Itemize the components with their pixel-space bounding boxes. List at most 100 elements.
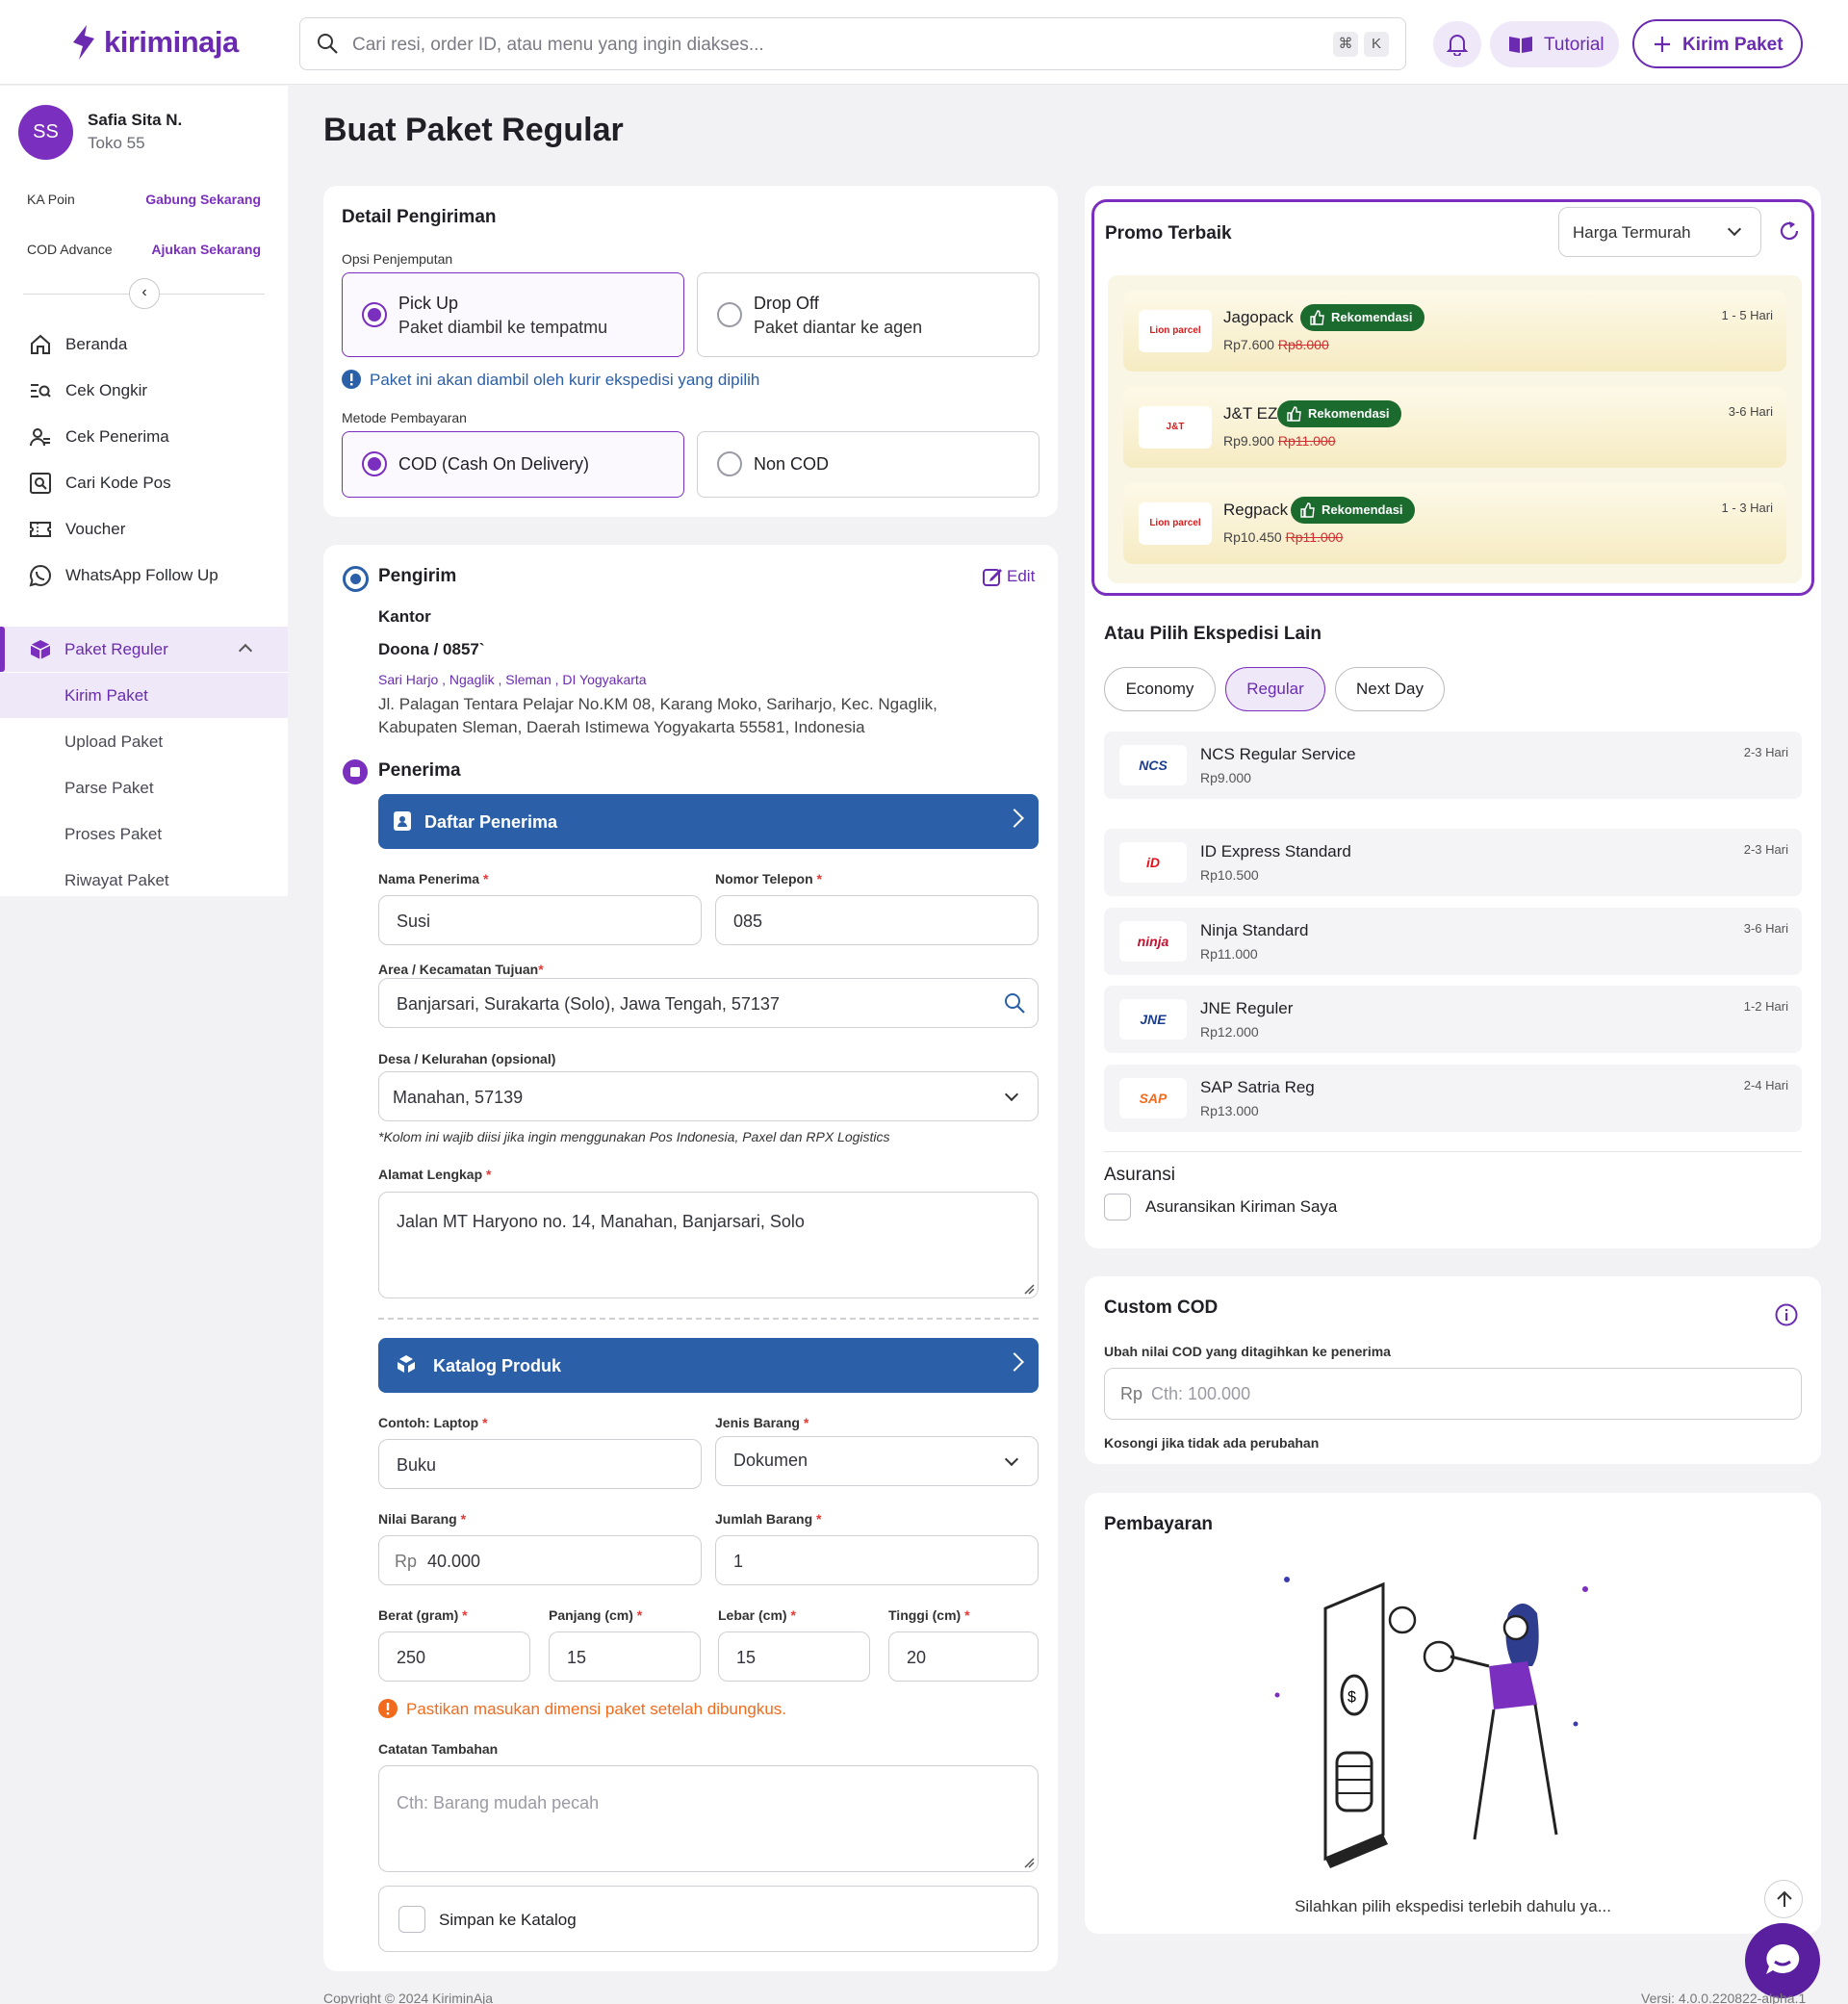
- warning-icon: [378, 1699, 398, 1718]
- ekspedisi-item[interactable]: JNE JNE Reguler Rp12.000 1-2 Hari: [1104, 986, 1802, 1053]
- ajukan-sekarang-link[interactable]: Ajukan Sekarang: [151, 242, 261, 257]
- arrow-up-icon: [1777, 1890, 1792, 1907]
- promo-item[interactable]: J&T J&T EZ Rekomendasi Rp9.900 Rp11.000 …: [1123, 387, 1786, 468]
- jenis-barang-select[interactable]: Dokumen: [715, 1436, 1039, 1486]
- subnav-upload-paket[interactable]: Upload Paket: [64, 732, 164, 751]
- noncod-option[interactable]: Non COD: [697, 431, 1040, 498]
- pembayaran-card: Pembayaran $ Silahkan pilih ekspedisi te…: [1085, 1493, 1821, 1934]
- promo-name: J&T EZ: [1223, 404, 1278, 423]
- scroll-top-button[interactable]: [1764, 1880, 1803, 1918]
- noncod-radio[interactable]: [717, 451, 742, 476]
- jumlah-barang-input[interactable]: 1: [715, 1535, 1039, 1585]
- nav-beranda[interactable]: Beranda: [29, 330, 127, 359]
- search-input[interactable]: Cari resi, order ID, atau menu yang ingi…: [299, 17, 1406, 70]
- promo-title: Promo Terbaik: [1105, 223, 1232, 244]
- resize-handle-icon[interactable]: [1023, 1283, 1035, 1295]
- thumbs-up-icon: [1310, 310, 1324, 325]
- asuransi-checkbox[interactable]: [1104, 1194, 1131, 1220]
- tutorial-button[interactable]: Tutorial: [1490, 21, 1619, 67]
- collapse-sidebar-button[interactable]: ‹: [129, 278, 160, 309]
- nav-label: Beranda: [65, 335, 128, 353]
- tinggi-input[interactable]: 20: [888, 1631, 1039, 1682]
- jumlah-barang-value: 1: [733, 1552, 744, 1571]
- svg-text:$: $: [1348, 1689, 1356, 1706]
- promo-name: Jagopack: [1223, 308, 1294, 326]
- simpan-katalog-checkbox[interactable]: [398, 1906, 425, 1933]
- promo-name: Regpack: [1223, 501, 1289, 519]
- nama-penerima-input[interactable]: Susi: [378, 895, 702, 945]
- ekspedisi-item[interactable]: SAP SAP Satria Reg Rp13.000 2-4 Hari: [1104, 1065, 1802, 1132]
- info-icon[interactable]: [1775, 1303, 1798, 1326]
- desa-select[interactable]: Manahan, 57139: [378, 1071, 1039, 1121]
- nav-paket-reguler[interactable]: Paket Reguler: [0, 627, 288, 672]
- pengirim-marker-icon: [343, 566, 369, 592]
- alamat-textarea[interactable]: Jalan MT Haryono no. 14, Manahan, Banjar…: [378, 1192, 1039, 1298]
- nav-cari-kode-pos[interactable]: Cari Kode Pos: [29, 469, 171, 498]
- nama-produk-input[interactable]: Buku: [378, 1439, 702, 1489]
- pickup-radio[interactable]: [362, 302, 387, 327]
- chevron-right-icon: [1005, 1352, 1024, 1372]
- tab-economy[interactable]: Economy: [1104, 667, 1216, 711]
- ekspedisi-price: Rp9.000: [1200, 770, 1251, 785]
- topbar: kiriminaja Cari resi, order ID, atau men…: [0, 0, 1848, 85]
- subnav-parse-paket[interactable]: Parse Paket: [64, 779, 154, 797]
- dropoff-radio[interactable]: [717, 302, 742, 327]
- chevron-down-icon: [1004, 1087, 1019, 1102]
- pickup-option[interactable]: Pick Up Paket diambil ke tempatmu: [342, 272, 684, 357]
- gabung-sekarang-link[interactable]: Gabung Sekarang: [145, 192, 261, 207]
- sort-select[interactable]: Harga Termurah: [1558, 207, 1761, 257]
- notification-button[interactable]: [1433, 21, 1481, 67]
- subnav-kirim-paket[interactable]: Kirim Paket: [0, 673, 288, 718]
- dropoff-option[interactable]: Drop Off Paket diantar ke agen: [697, 272, 1040, 357]
- book-icon: [1509, 37, 1532, 53]
- area-input[interactable]: Banjarsari, Surakarta (Solo), Jawa Tenga…: [378, 978, 1039, 1028]
- promo-days: 1 - 3 Hari: [1721, 501, 1773, 515]
- kirim-paket-button[interactable]: Kirim Paket: [1632, 19, 1803, 68]
- catatan-textarea[interactable]: Cth: Barang mudah pecah: [378, 1765, 1039, 1872]
- daftar-penerima-button[interactable]: Daftar Penerima: [378, 794, 1039, 849]
- ekspedisi-item[interactable]: NCS NCS Regular Service Rp9.000 2-3 Hari: [1104, 732, 1802, 799]
- promo-list: Lion parcel Jagopack Rekomendasi Rp7.600…: [1108, 275, 1802, 583]
- tab-next-day[interactable]: Next Day: [1335, 667, 1445, 711]
- edit-pengirim-button[interactable]: Edit: [982, 566, 1035, 587]
- sort-value: Harga Termurah: [1573, 223, 1691, 242]
- cod-radio[interactable]: [362, 451, 387, 476]
- subnav-proses-paket[interactable]: Proses Paket: [64, 825, 163, 843]
- cod-option[interactable]: COD (Cash On Delivery): [342, 431, 684, 498]
- tab-regular[interactable]: Regular: [1225, 667, 1325, 711]
- resize-handle-icon[interactable]: [1023, 1857, 1035, 1868]
- subnav-riwayat-paket[interactable]: Riwayat Paket: [64, 871, 169, 889]
- k-key: K: [1364, 32, 1389, 57]
- refresh-icon[interactable]: [1778, 219, 1801, 243]
- ekspedisi-days: 2-4 Hari: [1743, 1078, 1788, 1092]
- ekspedisi-item[interactable]: ninja Ninja Standard Rp11.000 3-6 Hari: [1104, 908, 1802, 975]
- kiriminaja-logo[interactable]: kiriminaja: [67, 23, 239, 62]
- nav-voucher[interactable]: Voucher: [29, 515, 125, 544]
- nav-cek-ongkir[interactable]: Cek Ongkir: [29, 376, 147, 405]
- nilai-barang-input[interactable]: Rp 40.000: [378, 1535, 702, 1585]
- nav-whatsapp-follow-up[interactable]: WhatsApp Follow Up: [29, 561, 218, 590]
- ekspedisi-price: Rp13.000: [1200, 1103, 1259, 1118]
- promo-item[interactable]: Lion parcel Jagopack Rekomendasi Rp7.600…: [1123, 291, 1786, 372]
- lebar-input[interactable]: 15: [718, 1631, 870, 1682]
- jenis-barang-label: Jenis Barang *: [715, 1415, 809, 1430]
- promo-item[interactable]: Lion parcel Regpack Rekomendasi Rp10.450…: [1123, 483, 1786, 564]
- nav-cek-penerima[interactable]: Cek Penerima: [29, 423, 169, 451]
- custom-cod-note: Kosongi jika tidak ada perubahan: [1104, 1435, 1320, 1451]
- contoh-label: Contoh: Laptop *: [378, 1415, 488, 1430]
- lebar-value: 15: [736, 1648, 757, 1667]
- user-check-icon: [30, 428, 50, 447]
- promo-price: Rp7.600 Rp8.000: [1223, 337, 1329, 352]
- nomor-telepon-input[interactable]: 085: [715, 895, 1039, 945]
- chat-button[interactable]: [1745, 1923, 1820, 1998]
- ekspedisi-item[interactable]: iD ID Express Standard Rp10.500 2-3 Hari: [1104, 829, 1802, 896]
- berat-input[interactable]: 250: [378, 1631, 530, 1682]
- panjang-input[interactable]: 15: [549, 1631, 701, 1682]
- simpan-katalog-row[interactable]: Simpan ke Katalog: [378, 1886, 1039, 1952]
- pickup-info: Paket ini akan diambil oleh kurir eksped…: [370, 371, 760, 389]
- katalog-produk-button[interactable]: Katalog Produk: [378, 1338, 1039, 1393]
- rekomendasi-badge: Rekomendasi: [1300, 304, 1424, 331]
- avatar[interactable]: SS: [18, 105, 73, 160]
- detail-title: Detail Pengiriman: [342, 207, 497, 227]
- custom-cod-input[interactable]: Rp Cth: 100.000: [1104, 1368, 1802, 1420]
